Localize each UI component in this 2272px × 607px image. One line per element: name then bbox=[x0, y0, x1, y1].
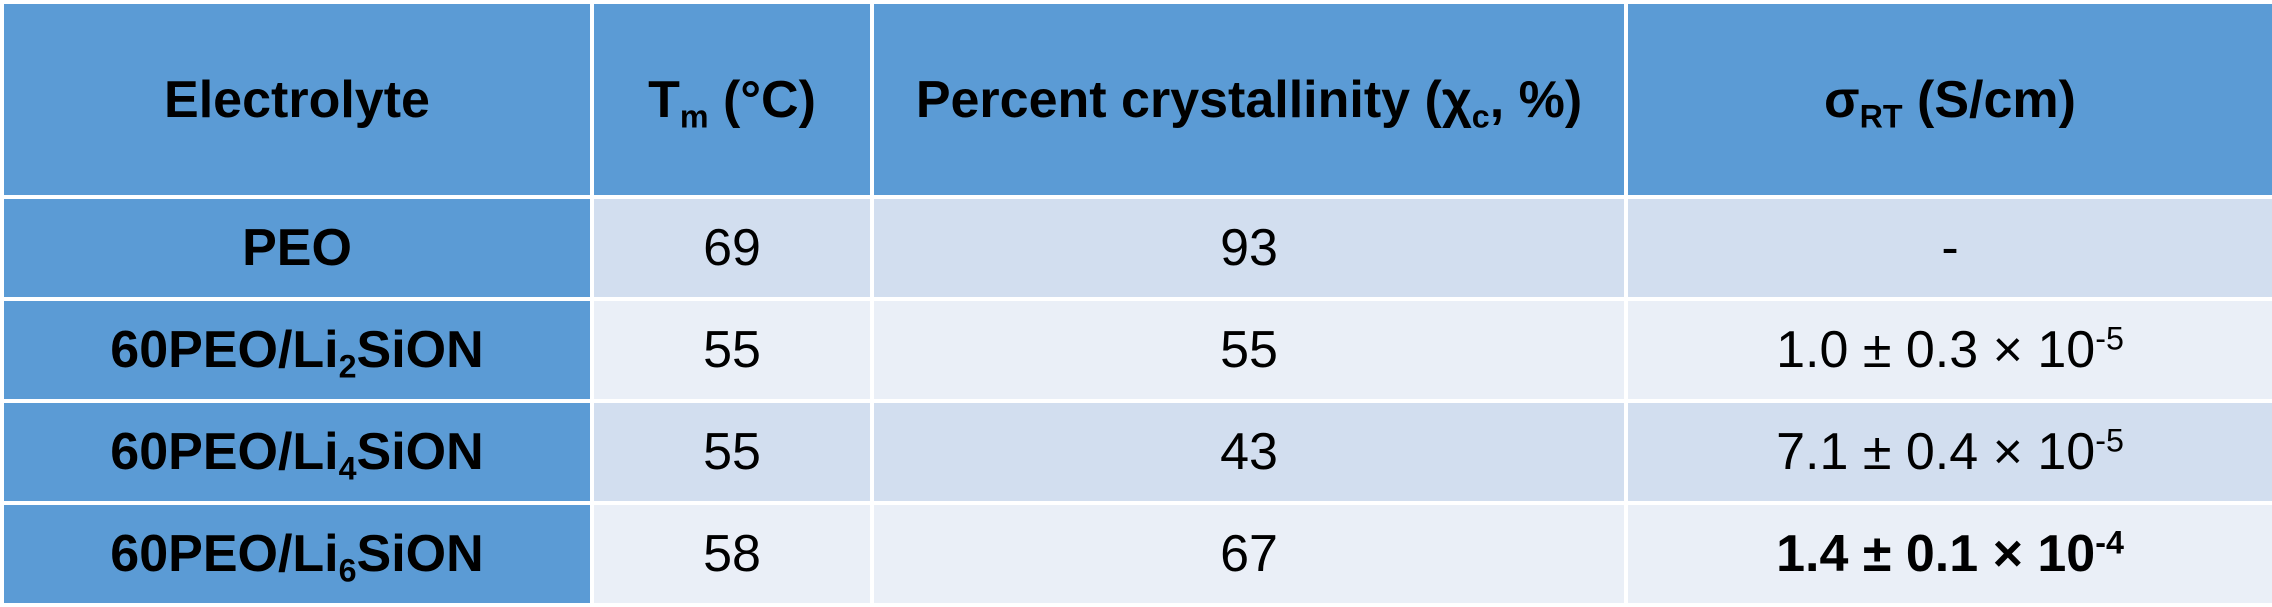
header-crystallinity-rest: , %) bbox=[1489, 70, 1583, 129]
conductivity-value: 1.0 ± 0.3 × 10-5 bbox=[1624, 297, 2272, 403]
tm-value: 69 bbox=[590, 195, 874, 301]
header-tm-rest: (°C) bbox=[708, 70, 816, 129]
conductivity-base: - bbox=[1941, 219, 1959, 277]
crystallinity-value: 93 bbox=[870, 195, 1628, 301]
electrolyte-suffix: SiON bbox=[356, 321, 484, 379]
tm-value: 55 bbox=[590, 297, 874, 403]
conductivity-exponent: -4 bbox=[2095, 524, 2124, 561]
header-sigma-sub: RT bbox=[1859, 97, 1903, 134]
electrolyte-suffix: SiON bbox=[356, 525, 484, 583]
tm-value: 58 bbox=[590, 501, 874, 607]
crystallinity-value: 67 bbox=[870, 501, 1628, 607]
table-row: 60PEO/Li2SiON 55 55 1.0 ± 0.3 × 10-5 bbox=[0, 297, 2272, 403]
header-electrolyte-text: Electrolyte bbox=[164, 70, 430, 129]
table-row: 60PEO/Li4SiON 55 43 7.1 ± 0.4 × 10-5 bbox=[0, 399, 2272, 505]
tm-value: 55 bbox=[590, 399, 874, 505]
conductivity-base: 7.1 ± 0.4 × 10 bbox=[1776, 423, 2096, 481]
row-electrolyte-cell: 60PEO/Li2SiON bbox=[0, 297, 594, 403]
conductivity-value: - bbox=[1624, 195, 2272, 301]
header-electrolyte: Electrolyte bbox=[0, 0, 594, 199]
electrolyte-subscript: 6 bbox=[338, 552, 357, 589]
table-row: 60PEO/Li6SiON 58 67 1.4 ± 0.1 × 10-4 bbox=[0, 501, 2272, 607]
row-electrolyte-cell: 60PEO/Li6SiON bbox=[0, 501, 594, 607]
header-crystallinity-sub: c bbox=[1471, 97, 1490, 134]
conductivity-value: 1.4 ± 0.1 × 10-4 bbox=[1624, 501, 2272, 607]
conductivity-exponent: -5 bbox=[2095, 320, 2124, 357]
header-conductivity: σRT (S/cm) bbox=[1624, 0, 2272, 199]
header-sigma-base: σ bbox=[1824, 70, 1860, 129]
electrolyte-name: 60PEO/Li bbox=[110, 525, 339, 583]
conductivity-base: 1.0 ± 0.3 × 10 bbox=[1776, 321, 2096, 379]
header-tm-base: T bbox=[648, 70, 680, 129]
header-crystallinity-base: Percent crystallinity (χ bbox=[915, 70, 1472, 129]
electrolyte-subscript: 4 bbox=[338, 450, 357, 487]
row-electrolyte-cell: 60PEO/Li4SiON bbox=[0, 399, 594, 505]
header-row: Electrolyte Tm (°C) Percent crystallinit… bbox=[0, 0, 2272, 199]
row-electrolyte-cell: PEO bbox=[0, 195, 594, 301]
electrolyte-name: 60PEO/Li bbox=[110, 321, 339, 379]
crystallinity-value: 43 bbox=[870, 399, 1628, 505]
conductivity-exponent: -5 bbox=[2095, 422, 2124, 459]
conductivity-base: 1.4 ± 0.1 × 10 bbox=[1776, 525, 2096, 583]
crystallinity-value: 55 bbox=[870, 297, 1628, 403]
header-melting-temperature: Tm (°C) bbox=[590, 0, 874, 199]
electrolyte-suffix: SiON bbox=[356, 423, 484, 481]
header-sigma-rest: (S/cm) bbox=[1902, 70, 2076, 129]
electrolyte-name: 60PEO/Li bbox=[110, 423, 339, 481]
conductivity-value: 7.1 ± 0.4 × 10-5 bbox=[1624, 399, 2272, 505]
header-percent-crystallinity: Percent crystallinity (χc, %) bbox=[870, 0, 1628, 199]
electrolyte-name: PEO bbox=[242, 219, 352, 277]
header-tm-sub: m bbox=[679, 97, 709, 134]
electrolyte-subscript: 2 bbox=[338, 348, 357, 385]
table-row: PEO 69 93 - bbox=[0, 195, 2272, 301]
